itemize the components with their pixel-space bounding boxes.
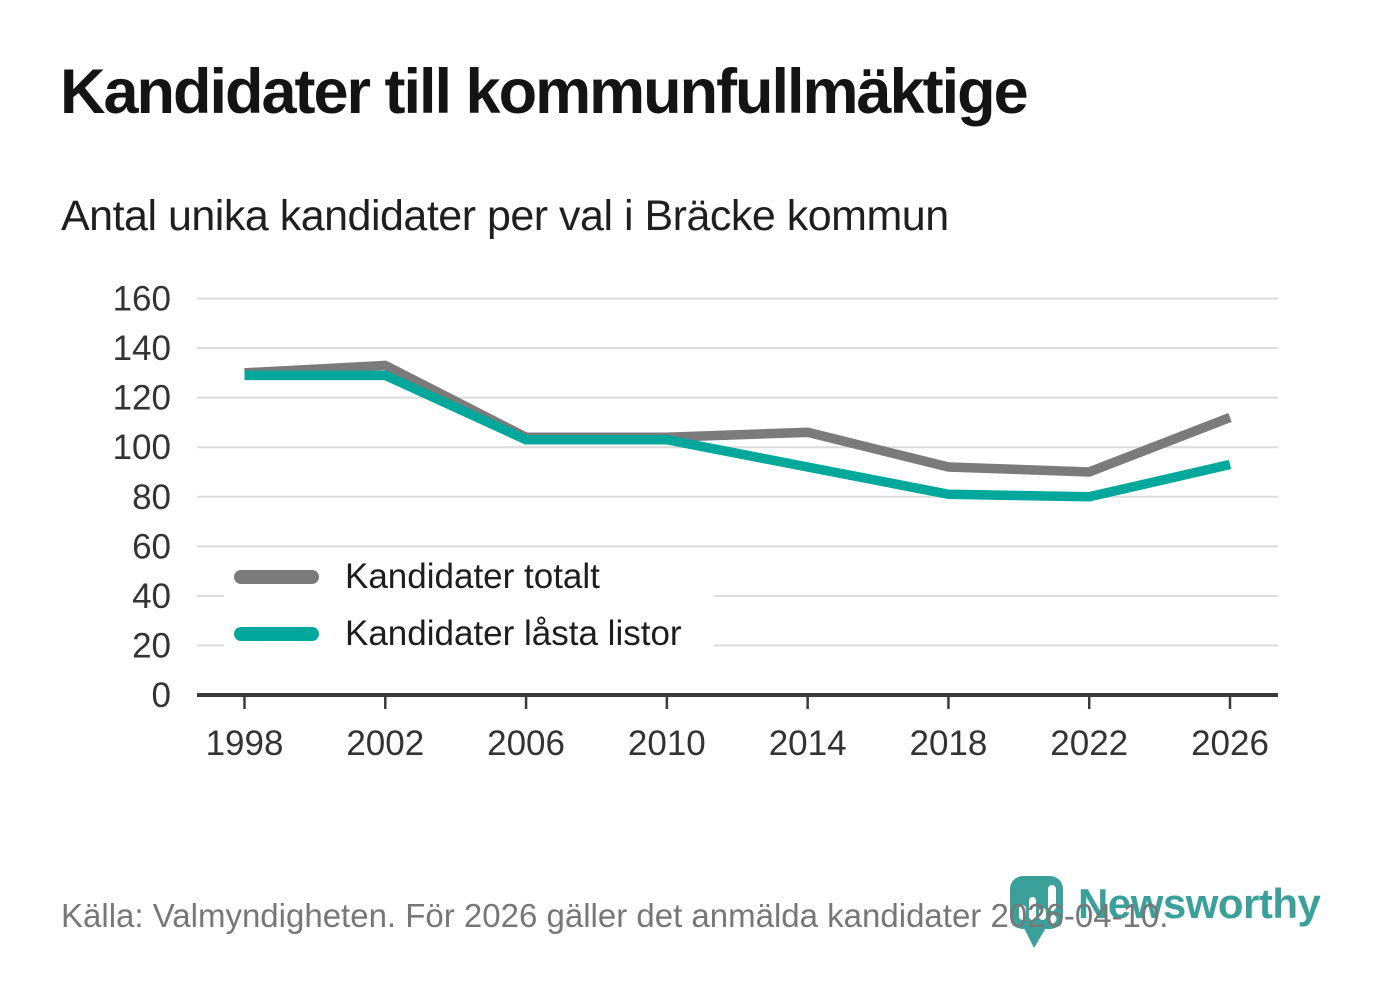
x-axis-tick-label: 2026 (1191, 724, 1269, 763)
newsworthy-logo: Newsworthy (1008, 874, 1321, 950)
chart-subtitle: Antal unika kandidater per val i Bräcke … (61, 192, 949, 240)
legend-swatch-locked-lists (234, 626, 319, 641)
legend-label-locked-lists: Kandidater låsta listor (345, 613, 682, 653)
page-title: Kandidater till kommunfullmäktige (60, 57, 1029, 127)
chart-legend: Kandidater totalt Kandidater låsta listo… (224, 548, 714, 662)
legend-label-total: Kandidater totalt (345, 556, 600, 596)
x-axis-tick-label: 1998 (206, 724, 284, 763)
y-axis-tick-label: 40 (132, 577, 171, 616)
y-axis-tick-label: 140 (113, 329, 171, 368)
x-axis-tick-label: 2014 (769, 724, 847, 763)
y-axis-tick-label: 160 (113, 280, 171, 319)
legend-swatch-total (234, 569, 319, 584)
y-axis-tick-label: 0 (152, 676, 171, 715)
legend-item-locked-lists: Kandidater låsta listor (234, 605, 682, 662)
x-axis-tick-label: 2010 (628, 724, 706, 763)
x-axis-tick-label: 2022 (1050, 724, 1128, 763)
x-axis-tick-label: 2018 (909, 724, 987, 763)
legend-item-total: Kandidater totalt (234, 548, 682, 605)
series-line-kandidater-totalt (244, 360, 1232, 477)
y-axis-tick-label: 120 (113, 379, 171, 418)
bar-chart-pin-icon (1010, 876, 1063, 948)
newsworthy-wordmark: Newsworthy (1078, 880, 1321, 927)
source-note: Källa: Valmyndigheten. För 2026 gäller d… (61, 897, 1169, 934)
y-axis-tick-label: 100 (113, 428, 171, 467)
x-axis-tick-label: 2002 (346, 724, 424, 763)
y-axis-tick-label: 80 (132, 478, 171, 517)
series-line-kandidater-l-sta-listor (244, 370, 1232, 502)
y-axis-tick-label: 20 (132, 626, 171, 665)
y-axis-tick-label: 60 (132, 527, 171, 566)
x-axis-tick-label: 2006 (487, 724, 565, 763)
